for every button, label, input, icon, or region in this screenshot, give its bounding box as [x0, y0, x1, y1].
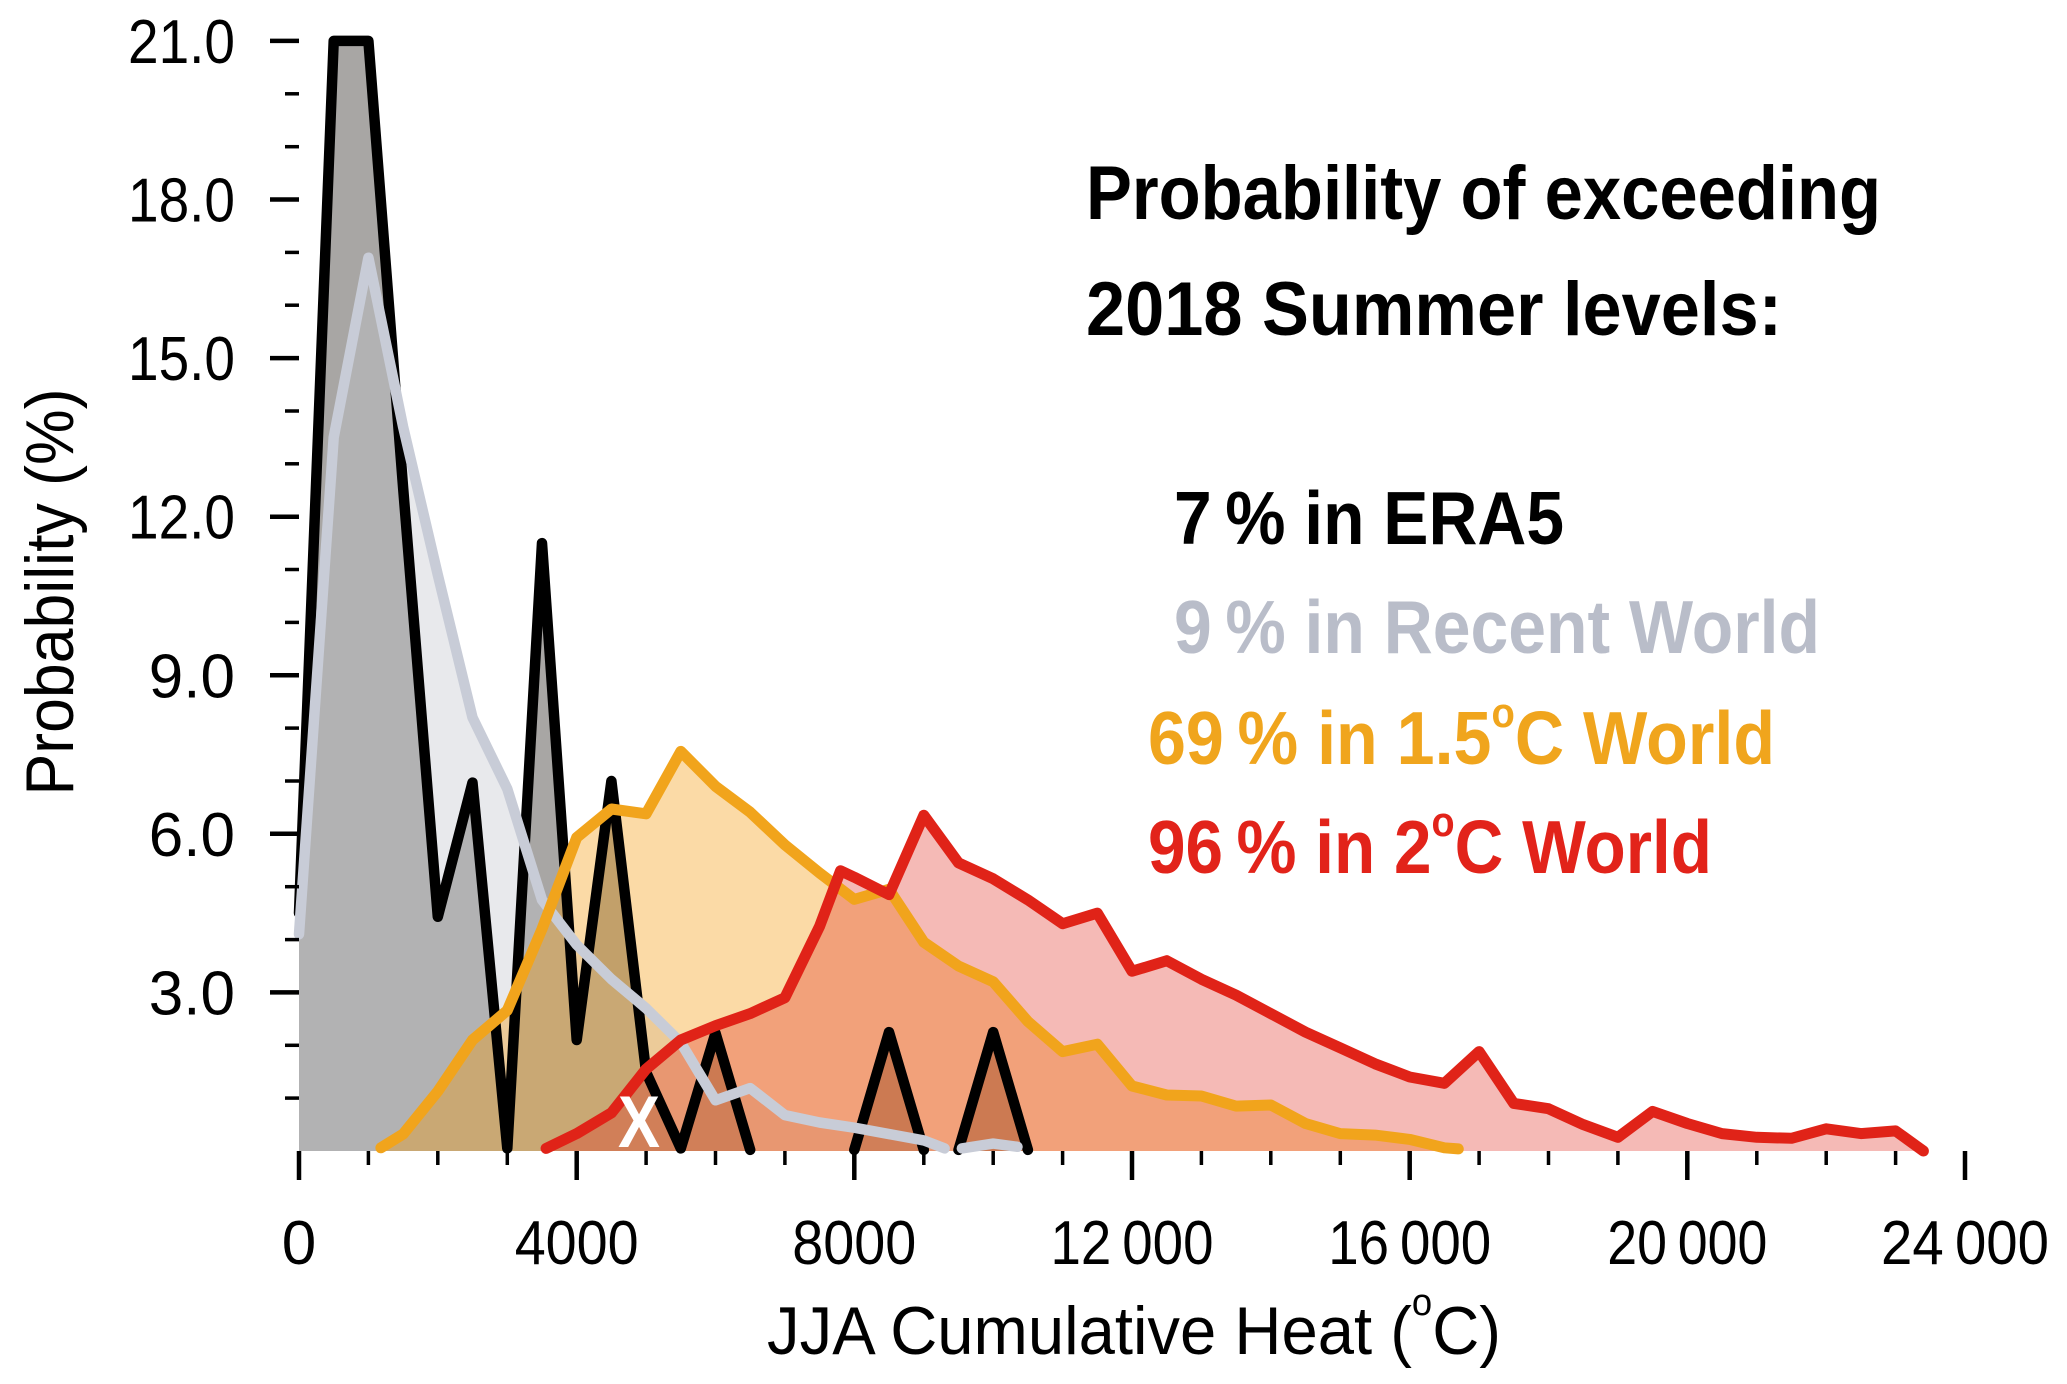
svg-text:7 % in ERA5: 7 % in ERA5: [1174, 476, 1564, 560]
svg-text:15.0: 15.0: [128, 325, 235, 394]
svg-text:12.0: 12.0: [128, 484, 235, 553]
svg-text:3.0: 3.0: [149, 959, 235, 1028]
svg-text:9 % in Recent World: 9 % in Recent World: [1174, 585, 1820, 669]
svg-text:96 % in 2oC World: 96 % in 2oC World: [1148, 798, 1712, 889]
svg-text:24 000: 24 000: [1881, 1209, 2049, 1278]
svg-text:JJA Cumulative Heat (oC): JJA Cumulative Heat (oC): [767, 1282, 1501, 1369]
svg-text:69 % in 1.5oC World: 69 % in 1.5oC World: [1148, 689, 1775, 780]
svg-text:21.0: 21.0: [128, 8, 235, 77]
svg-text:2018 Summer levels:: 2018 Summer levels:: [1086, 267, 1782, 352]
svg-text:12 000: 12 000: [1051, 1209, 1214, 1278]
svg-text:Probability of exceeding: Probability of exceeding: [1086, 151, 1881, 236]
svg-text:4000: 4000: [515, 1209, 639, 1278]
svg-text:0: 0: [282, 1209, 316, 1278]
svg-text:20 000: 20 000: [1607, 1209, 1767, 1278]
svg-text:Probability (%): Probability (%): [12, 389, 88, 796]
svg-text:8000: 8000: [792, 1209, 916, 1278]
svg-text:9.0: 9.0: [149, 642, 235, 711]
svg-text:X: X: [618, 1082, 660, 1163]
svg-text:18.0: 18.0: [128, 167, 235, 236]
svg-text:16 000: 16 000: [1328, 1209, 1491, 1278]
svg-text:6.0: 6.0: [149, 801, 235, 870]
